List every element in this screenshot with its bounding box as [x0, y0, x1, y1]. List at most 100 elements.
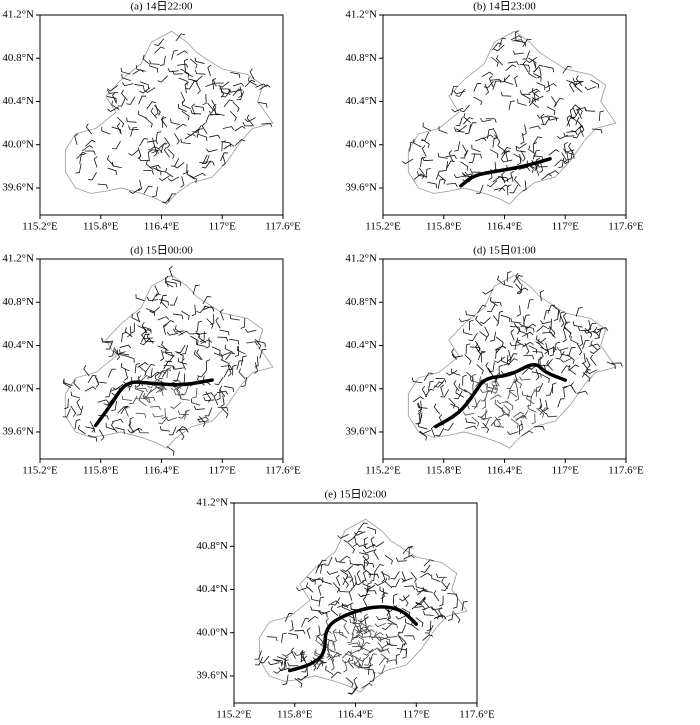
wind-barb — [87, 374, 97, 384]
wind-barb — [499, 74, 510, 83]
wind-barb — [355, 635, 365, 644]
wind-barb — [509, 326, 521, 332]
wind-barb — [589, 347, 601, 354]
wind-barb — [402, 595, 409, 607]
wind-barb — [501, 171, 506, 184]
wind-barb — [454, 141, 461, 152]
wind-barb — [532, 351, 544, 357]
wind-barb — [114, 348, 120, 361]
wind-barb — [484, 83, 490, 96]
wind-barb — [148, 65, 159, 73]
wind-barb — [240, 318, 246, 329]
wind-barb — [122, 82, 134, 87]
wind-barb — [327, 639, 333, 651]
wind-barb — [143, 87, 156, 93]
wind-barb — [278, 667, 290, 672]
wind-barb — [468, 319, 474, 331]
wind-barb — [425, 167, 431, 179]
wind-barb — [543, 399, 548, 412]
wind-barb — [512, 411, 525, 418]
wind-barb — [177, 104, 187, 112]
wind-barb — [317, 584, 322, 596]
wind-barb — [569, 115, 578, 126]
wind-barb — [512, 50, 524, 55]
wind-barb — [159, 55, 166, 66]
map-frame — [39, 258, 284, 460]
x-tick-label: 115.2°E — [22, 465, 58, 477]
wind-barb — [489, 296, 498, 307]
wind-barb — [288, 632, 299, 640]
x-tick-label: 116.4°E — [487, 465, 523, 477]
wind-barb — [184, 133, 196, 140]
wind-barb — [507, 184, 512, 196]
wind-barb — [362, 555, 370, 567]
wind-barb — [201, 122, 208, 135]
wind-barb — [539, 404, 547, 415]
wind-barb — [105, 340, 114, 350]
wind-barb — [372, 632, 384, 639]
x-tick-label: 117.6°E — [265, 221, 301, 233]
wind-barb — [144, 396, 156, 402]
wind-barb — [209, 134, 221, 139]
wind-barb — [481, 419, 490, 428]
wind-barb — [284, 656, 289, 668]
wind-barb — [348, 685, 358, 695]
wind-barb — [556, 134, 569, 140]
y-tick-label: 40.8°N — [345, 296, 377, 308]
wind-barb — [81, 145, 94, 152]
wind-barb — [497, 413, 510, 418]
y-tick-label: 40.4°N — [2, 339, 34, 351]
wind-barb — [421, 385, 428, 398]
wind-barb — [93, 156, 98, 168]
wind-barb — [107, 89, 119, 94]
wind-barb — [351, 657, 362, 665]
wind-barb — [486, 385, 496, 394]
wind-barb — [410, 571, 417, 583]
wind-barb — [529, 98, 540, 107]
wind-barb — [364, 584, 376, 591]
wind-barb — [161, 195, 172, 204]
wind-barb — [552, 305, 561, 315]
wind-barb — [451, 368, 461, 376]
wind-barb — [254, 356, 259, 368]
wind-barb — [244, 117, 256, 123]
wind-barb — [309, 577, 321, 583]
wind-barb — [143, 185, 153, 194]
wind-barb — [117, 97, 126, 107]
wind-barb — [345, 677, 354, 688]
wind-barb — [483, 80, 494, 89]
wind-barb — [139, 81, 149, 89]
wind-barb — [402, 647, 408, 659]
wind-barb — [336, 604, 349, 609]
y-tick-label: 40.4°N — [345, 339, 377, 351]
wind-barb — [461, 172, 474, 177]
wind-barb — [495, 345, 506, 354]
wind-barb — [452, 598, 459, 609]
wind-barb — [510, 329, 515, 341]
wind-barb — [76, 398, 82, 411]
wind-barb — [219, 308, 224, 321]
wind-barb — [244, 79, 256, 88]
wind-barb — [348, 589, 353, 601]
wind-barb — [566, 79, 576, 88]
wind-barb — [518, 423, 524, 435]
wind-barb — [465, 343, 471, 355]
wind-barb — [454, 127, 465, 133]
wind-barb — [515, 273, 521, 285]
wind-barb — [342, 602, 354, 608]
wind-barb — [518, 166, 531, 171]
wind-barb — [448, 150, 454, 162]
wind-barb — [124, 327, 133, 338]
wind-barb — [473, 397, 478, 410]
wind-barb — [456, 124, 467, 132]
wind-barb — [433, 614, 446, 620]
wind-barb — [181, 344, 188, 355]
wind-barb — [160, 116, 168, 128]
wind-barb — [121, 395, 132, 401]
wind-barb — [451, 353, 464, 358]
wind-barb — [324, 556, 333, 566]
wind-barb — [522, 50, 531, 60]
wind-barb — [284, 613, 293, 622]
wind-barb — [343, 661, 348, 673]
wind-barb — [547, 170, 559, 176]
